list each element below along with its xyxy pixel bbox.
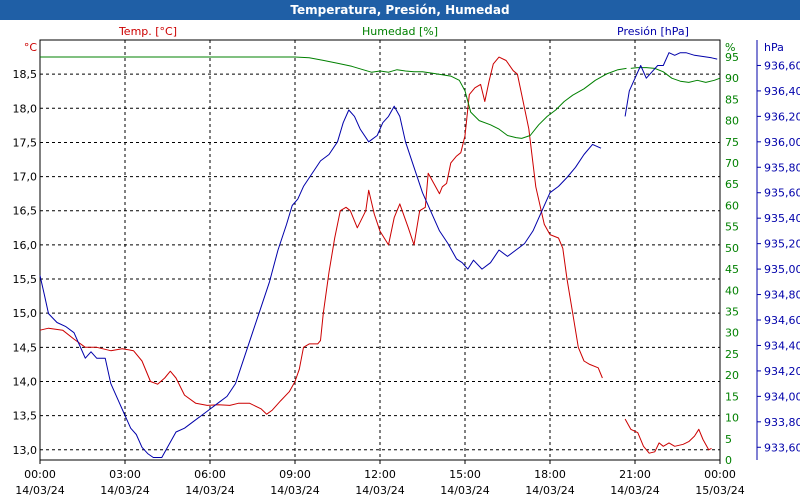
pressure-tick-label: 935,80 bbox=[764, 161, 800, 174]
pressure-tick-label: 933,60 bbox=[764, 441, 800, 454]
pressure-tick-label: 934,00 bbox=[764, 390, 800, 403]
humidity-tick-label: 45 bbox=[725, 263, 739, 276]
x-tick-time-label: 15:00 bbox=[449, 468, 481, 481]
x-tick-time-label: 06:00 bbox=[194, 468, 226, 481]
pressure-tick-label: 936,00 bbox=[764, 136, 800, 149]
humidity-tick-label: 30 bbox=[725, 327, 739, 340]
x-tick-time-label: 21:00 bbox=[619, 468, 651, 481]
humidity-tick-label: 10 bbox=[725, 412, 739, 425]
temperature-line bbox=[39, 56, 603, 415]
x-tick-date-label: 15/03/24 bbox=[695, 484, 744, 497]
humidity-tick-label: 80 bbox=[725, 115, 739, 128]
humidity-tick-label: 70 bbox=[725, 157, 739, 170]
humidity-axis-title: Humedad [%] bbox=[362, 25, 438, 38]
humidity-tick-label: 65 bbox=[725, 178, 739, 191]
humidity-tick-label: 40 bbox=[725, 284, 739, 297]
humidity-line bbox=[630, 67, 721, 83]
humidity-unit-label: % bbox=[725, 41, 735, 54]
pressure-line bbox=[39, 105, 602, 458]
humidity-tick-label: 60 bbox=[725, 199, 739, 212]
temperature-tick-label: 14,5 bbox=[13, 341, 38, 354]
temperature-tick-label: 17,0 bbox=[13, 171, 38, 184]
x-tick-time-label: 09:00 bbox=[279, 468, 311, 481]
x-tick-date-label: 14/03/24 bbox=[440, 484, 489, 497]
temperature-tick-label: 18,5 bbox=[13, 68, 38, 81]
humidity-tick-label: 20 bbox=[725, 369, 739, 382]
pressure-tick-label: 934,60 bbox=[764, 314, 800, 327]
humidity-tick-label: 75 bbox=[725, 136, 739, 149]
temperature-tick-label: 16,0 bbox=[13, 239, 38, 252]
humidity-tick-label: 85 bbox=[725, 93, 739, 106]
humidity-tick-label: 15 bbox=[725, 390, 739, 403]
temperature-unit-label: °C bbox=[24, 41, 38, 54]
humidity-tick-label: 90 bbox=[725, 72, 739, 85]
x-tick-date-label: 14/03/24 bbox=[100, 484, 149, 497]
temperature-axis-title: Temp. [°C] bbox=[118, 25, 177, 38]
x-tick-time-label: 00:00 bbox=[704, 468, 736, 481]
pressure-tick-label: 936,60 bbox=[764, 59, 800, 72]
x-tick-date-label: 14/03/24 bbox=[15, 484, 64, 497]
pressure-axis-title: Presión [hPa] bbox=[617, 25, 689, 38]
humidity-tick-label: 95 bbox=[725, 51, 739, 64]
temperature-tick-label: 16,5 bbox=[13, 205, 38, 218]
temperature-tick-label: 14,0 bbox=[13, 375, 38, 388]
humidity-line bbox=[40, 56, 627, 139]
chart-title-bar: Temperatura, Presión, Humedad bbox=[0, 0, 800, 20]
x-tick-time-label: 18:00 bbox=[534, 468, 566, 481]
humidity-tick-label: 50 bbox=[725, 242, 739, 255]
pressure-unit-label: hPa bbox=[764, 41, 784, 54]
pressure-tick-label: 935,60 bbox=[764, 187, 800, 200]
x-tick-date-label: 14/03/24 bbox=[610, 484, 659, 497]
pressure-tick-label: 935,20 bbox=[764, 238, 800, 251]
x-tick-time-label: 12:00 bbox=[364, 468, 396, 481]
temperature-line bbox=[624, 418, 712, 454]
pressure-tick-label: 934,20 bbox=[764, 365, 800, 378]
temperature-tick-label: 13,0 bbox=[13, 444, 38, 457]
x-tick-date-label: 14/03/24 bbox=[525, 484, 574, 497]
x-tick-date-label: 14/03/24 bbox=[270, 484, 319, 497]
x-tick-time-label: 03:00 bbox=[109, 468, 141, 481]
temperature-tick-label: 15,0 bbox=[13, 307, 38, 320]
pressure-tick-label: 935,00 bbox=[764, 263, 800, 276]
humidity-tick-label: 5 bbox=[725, 433, 732, 446]
temperature-tick-label: 13,5 bbox=[13, 410, 38, 423]
pressure-line bbox=[624, 52, 718, 117]
temperature-tick-label: 17,5 bbox=[13, 136, 38, 149]
x-tick-date-label: 14/03/24 bbox=[355, 484, 404, 497]
pressure-tick-label: 933,80 bbox=[764, 416, 800, 429]
temperature-tick-label: 15,5 bbox=[13, 273, 38, 286]
x-tick-time-label: 00:00 bbox=[24, 468, 56, 481]
humidity-tick-label: 35 bbox=[725, 306, 739, 319]
humidity-tick-label: 55 bbox=[725, 221, 739, 234]
humidity-tick-label: 25 bbox=[725, 348, 739, 361]
temperature-tick-label: 18,0 bbox=[13, 102, 38, 115]
humidity-tick-label: 0 bbox=[725, 454, 732, 467]
pressure-tick-label: 934,40 bbox=[764, 339, 800, 352]
chart-area: 00:00 14/03/24 03:00 14/03/24 06:00 14/03/24 0… bbox=[13, 25, 800, 497]
pressure-tick-label: 934,80 bbox=[764, 289, 800, 302]
pressure-tick-label: 935,40 bbox=[764, 212, 800, 225]
x-tick-date-label: 14/03/24 bbox=[185, 484, 234, 497]
chart-title: Temperatura, Presión, Humedad bbox=[290, 3, 510, 17]
pressure-tick-label: 936,40 bbox=[764, 85, 800, 98]
pressure-tick-label: 936,20 bbox=[764, 110, 800, 123]
